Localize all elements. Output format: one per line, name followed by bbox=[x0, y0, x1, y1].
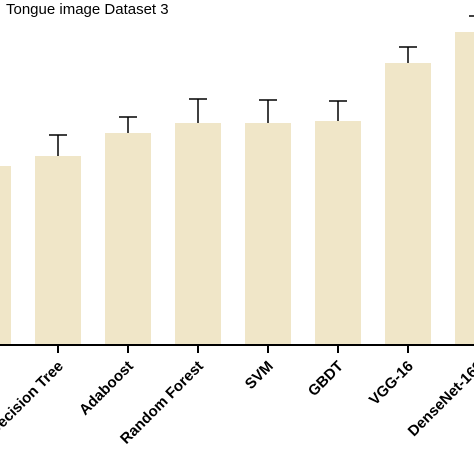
x-tick-label: Decision Tree bbox=[0, 358, 67, 439]
bar bbox=[175, 123, 221, 345]
bar bbox=[315, 121, 361, 345]
bar bbox=[105, 133, 151, 345]
bar bbox=[385, 63, 431, 345]
bar bbox=[455, 32, 474, 345]
x-tick-label: VGG-16 bbox=[366, 358, 417, 409]
bar bbox=[0, 166, 11, 345]
bar bbox=[245, 123, 291, 345]
x-tick-label: GBDT bbox=[305, 358, 347, 400]
bar bbox=[35, 156, 81, 345]
x-tick-label: SVM bbox=[242, 358, 277, 393]
x-tick-label: Adaboost bbox=[76, 358, 137, 419]
chart-title: Tongue image Dataset 3 bbox=[6, 1, 169, 18]
